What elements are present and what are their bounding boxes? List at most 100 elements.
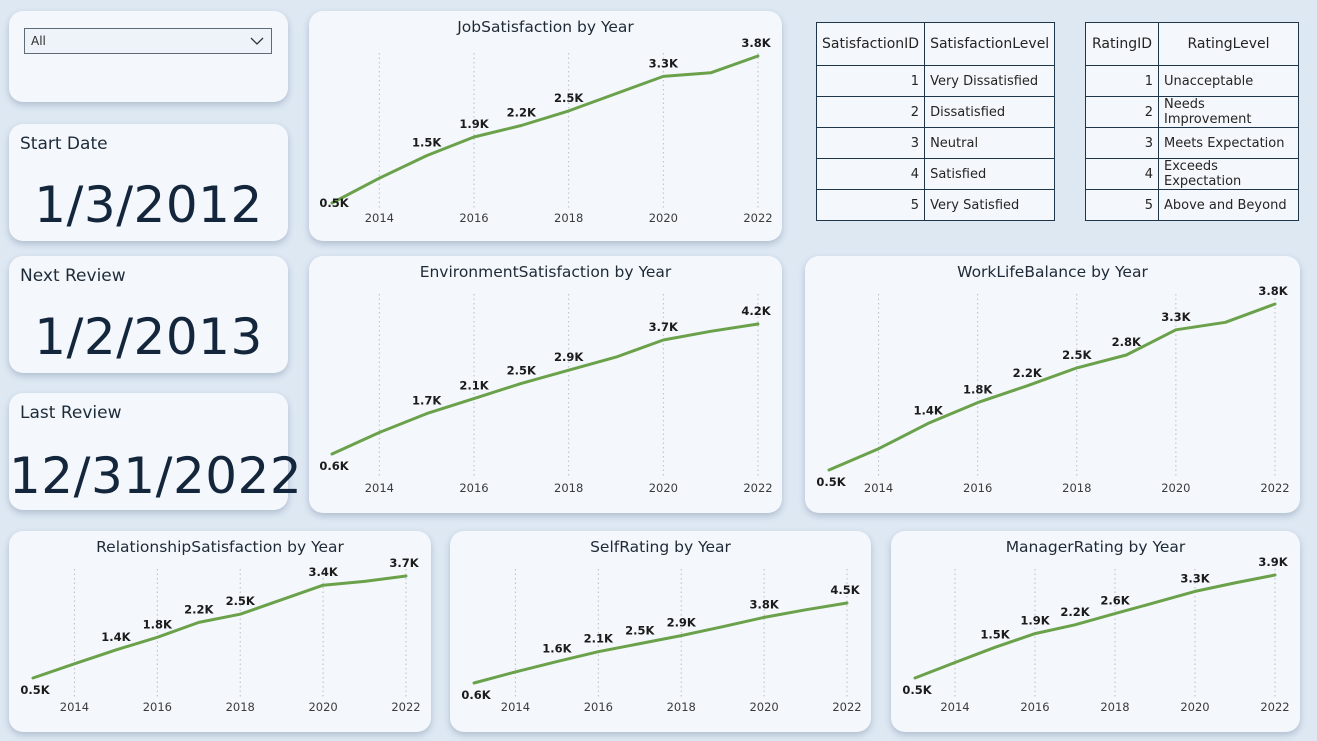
x-tick-label: 2016 (584, 700, 613, 714)
year-dropdown[interactable]: All (24, 28, 272, 54)
table-row[interactable]: 5 Above and Beyond (1085, 189, 1299, 221)
table-row[interactable]: 2 Needs Improvement (1085, 96, 1299, 128)
data-label: 3.8K (749, 597, 779, 611)
table-row[interactable]: 3 Meets Expectation (1085, 127, 1299, 159)
data-label: 2.5K (625, 624, 655, 638)
rel-chart-svg: RelationshipSatisfaction by Year 2014 2016… (20, 538, 420, 714)
series-line[interactable] (913, 573, 1277, 680)
table-cell: 1 (1085, 65, 1159, 97)
relationship-satisfaction-chart[interactable]: RelationshipSatisfaction by Year 2014 2016… (9, 531, 431, 732)
table-row[interactable]: 4 Satisfied (815, 158, 1056, 190)
x-tick-label: 2020 (308, 700, 337, 714)
x-tick-label: 2014 (365, 481, 394, 495)
x-tick-label: 2014 (365, 211, 394, 225)
x-tick-label: 2016 (963, 481, 992, 495)
table-cell: Neutral (924, 127, 1056, 159)
table-row[interactable]: 3 Neutral (815, 127, 1056, 159)
x-tick-label: 2022 (1260, 481, 1289, 495)
table-cell: Very Dissatisfied (924, 65, 1056, 97)
x-tick-label: 2022 (743, 211, 772, 225)
data-label: 2.8K (1112, 335, 1142, 349)
environment-satisfaction-chart[interactable]: EnvironmentSatisfaction by Year 2014 2016 2… (309, 256, 782, 513)
x-tick-label: 2018 (226, 700, 255, 714)
start-date-value: 1/3/2012 (34, 176, 263, 234)
x-tick-label: 2016 (143, 700, 172, 714)
data-label: 0.6K (461, 688, 491, 702)
data-label: 0.5K (816, 475, 846, 489)
data-label: 0.6K (319, 459, 349, 473)
column-header[interactable]: RatingLevel (1158, 22, 1299, 66)
data-label: 4.5K (830, 583, 860, 597)
data-label: 2.9K (667, 616, 697, 630)
x-tick-label: 2016 (1020, 700, 1049, 714)
column-header[interactable]: RatingID (1085, 22, 1159, 66)
table-row[interactable]: 5 Very Satisfied (815, 189, 1056, 221)
env-chart-svg: EnvironmentSatisfaction by Year 2014 2016 2… (319, 263, 772, 495)
x-tick-label: 2022 (391, 700, 420, 714)
data-label: 2.2K (1060, 605, 1090, 619)
x-tick-label: 2018 (554, 481, 583, 495)
data-label: 1.9K (459, 117, 489, 131)
x-tick-label: 2014 (940, 700, 969, 714)
table-row[interactable]: 4 Exceeds Expectation (1085, 158, 1299, 190)
start-date-title: Start Date (20, 134, 108, 154)
manager-rating-chart[interactable]: ManagerRating by Year 2014 2016 2018 2020 202… (891, 531, 1300, 732)
table-cell: 2 (1085, 96, 1159, 128)
x-tick-label: 2022 (832, 700, 861, 714)
x-tick-label: 2022 (1260, 700, 1289, 714)
self-rating-chart[interactable]: SelfRating by Year 2014 2016 2018 2020 2022 0.… (450, 531, 871, 732)
data-label: 0.5K (902, 683, 932, 697)
series-line[interactable] (330, 54, 760, 205)
data-label: 1.6K (542, 642, 572, 656)
next-review-card: Next Review 1/2/2013 (9, 256, 288, 373)
table-cell: 4 (1085, 158, 1159, 190)
table-cell: 3 (1085, 127, 1159, 159)
table-row[interactable]: 2 Dissatisfied (815, 96, 1056, 128)
satisfaction-level-table: SatisfactionID SatisfactionLevel 1 Very D… (815, 22, 1056, 221)
rating-level-table: RatingID RatingLevel 1 Unacceptable 2 Need… (1085, 22, 1299, 221)
column-header[interactable]: SatisfactionID (815, 22, 926, 66)
x-tick-label: 2020 (1161, 481, 1190, 495)
next-review-value: 1/2/2013 (34, 308, 263, 366)
data-label: 3.3K (1161, 310, 1191, 324)
series-line[interactable] (827, 302, 1277, 472)
table-cell: Very Satisfied (924, 189, 1056, 221)
table-row[interactable]: 1 Unacceptable (1085, 65, 1299, 97)
data-label: 0.5K (20, 683, 50, 697)
series-line[interactable] (330, 322, 760, 456)
last-review-title: Last Review (20, 403, 122, 423)
table-cell: 5 (1085, 189, 1159, 221)
data-label: 3.3K (1180, 571, 1210, 585)
data-label: 3.4K (308, 565, 338, 579)
table-cell: 3 (815, 127, 926, 159)
table-cell: 1 (815, 65, 926, 97)
last-review-value: 12/31/2022 (9, 447, 303, 505)
table-row[interactable]: 1 Very Dissatisfied (815, 65, 1056, 97)
x-tick-label: 2018 (1062, 481, 1091, 495)
table-cell: Satisfied (924, 158, 1056, 190)
mgr-chart-svg: ManagerRating by Year 2014 2016 2018 2020 202… (902, 538, 1289, 714)
table-cell: Unacceptable (1158, 65, 1299, 97)
column-header[interactable]: SatisfactionLevel (924, 22, 1056, 66)
table-cell: Exceeds Expectation (1158, 158, 1299, 190)
x-tick-label: 2016 (459, 211, 488, 225)
x-tick-label: 2020 (1180, 700, 1209, 714)
last-review-card: Last Review 12/31/2022 (9, 393, 303, 510)
next-review-title: Next Review (20, 266, 126, 286)
data-label: 1.5K (412, 136, 442, 150)
x-tick-label: 2020 (649, 211, 678, 225)
data-label: 1.7K (412, 394, 442, 408)
table-cell: 2 (815, 96, 926, 128)
table-cell: Above and Beyond (1158, 189, 1299, 221)
table-cell: 4 (815, 158, 926, 190)
x-tick-label: 2018 (554, 211, 583, 225)
series-line[interactable] (472, 601, 849, 685)
job-chart-svg: JobSatisfaction by Year 2014 2016 2018 2020 2… (319, 18, 772, 225)
work-life-balance-chart[interactable]: WorkLifeBalance by Year 2014 2016 2018 2020 2… (805, 256, 1300, 513)
chart-title: RelationshipSatisfaction by Year (96, 538, 344, 556)
chart-title: EnvironmentSatisfaction by Year (420, 263, 672, 281)
job-satisfaction-chart[interactable]: JobSatisfaction by Year 2014 2016 2018 2020 2… (309, 11, 782, 241)
series-line[interactable] (31, 574, 408, 680)
chart-title: SelfRating by Year (590, 538, 731, 556)
data-label: 3.7K (389, 556, 419, 570)
